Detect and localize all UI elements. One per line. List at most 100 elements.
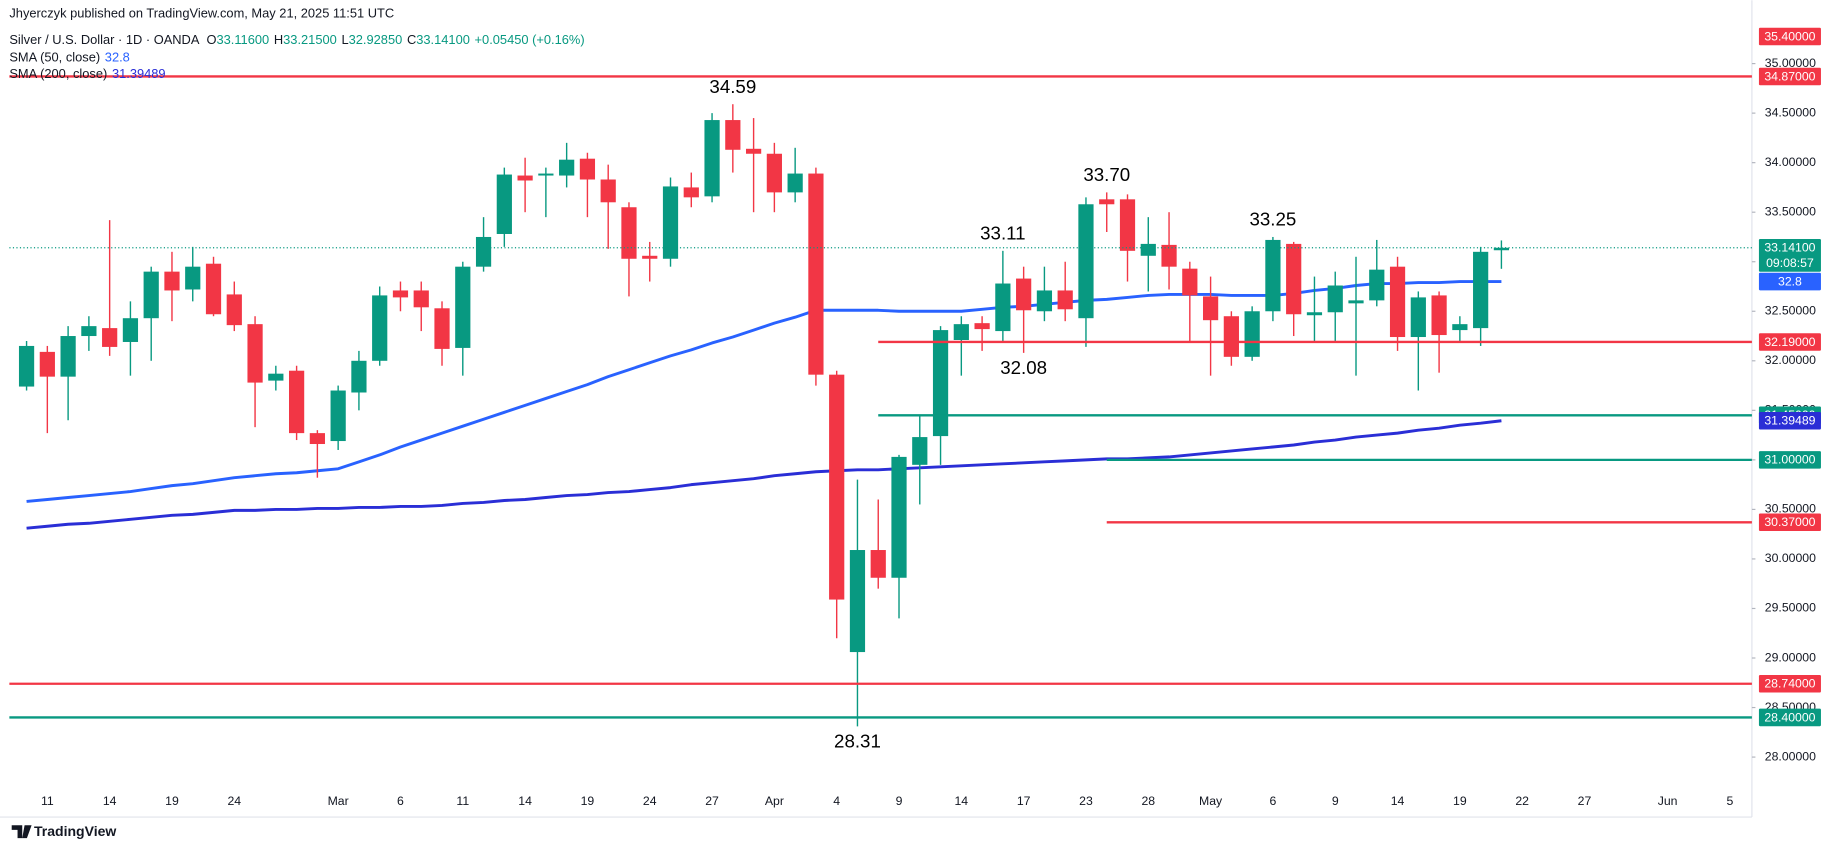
candle-body [392, 290, 409, 298]
level-tag: 30.37000 [1764, 515, 1815, 529]
overlay: Jhyerczyk published on TradingView.com, … [9, 6, 1821, 839]
candle-body [372, 295, 388, 361]
indicator-legend: SMA (50, close) 32.8 [9, 50, 129, 65]
candle-body [995, 283, 1011, 332]
indicator-legend: SMA (200, close) 31.39489 [9, 66, 165, 81]
sma-line [26, 280, 1502, 503]
candle-body [829, 374, 845, 600]
candle-body [496, 174, 512, 234]
level-tag: 35.40000 [1764, 29, 1815, 43]
x-tick-label: 24 [227, 794, 241, 808]
candle-body [1493, 247, 1510, 251]
indicator-name: SMA (50, close) [9, 50, 100, 65]
y-tick-label: 29.50000 [1765, 601, 1816, 615]
x-tick-label: 14 [1391, 794, 1405, 808]
candle-body [725, 120, 741, 150]
level-tag-bg [1758, 27, 1821, 46]
change: +0.05450 (+0.16%) [475, 33, 585, 48]
x-tick-label: Mar [328, 794, 349, 808]
level-tag-bg [1758, 674, 1821, 693]
countdown: 09:08:57 [1766, 256, 1814, 270]
ohlc-key: O [206, 33, 216, 48]
x-tick-label: Apr [765, 794, 784, 808]
candle-body [1306, 312, 1323, 316]
tradingview-logo: TradingView [11, 823, 116, 839]
level-tag-bg [1758, 708, 1821, 727]
x-tick-label: 9 [896, 794, 903, 808]
candle-body [538, 173, 554, 176]
candle-body [579, 158, 596, 180]
candle-body [1327, 285, 1343, 313]
candle-body [455, 266, 471, 348]
candle-body [1369, 269, 1385, 301]
candle-body [745, 148, 762, 154]
indicator-value: 32.8 [105, 50, 130, 65]
candle-body [1286, 243, 1302, 315]
candle-body [1182, 268, 1198, 296]
candle-body [18, 345, 35, 387]
candle-body [205, 263, 222, 315]
y-tick-label: 33.50000 [1765, 204, 1816, 218]
candle-body [102, 328, 118, 347]
x-tick-label: 9 [1332, 794, 1339, 808]
candle-body [351, 360, 367, 393]
price-annotation: 33.70 [1083, 164, 1130, 185]
candle-body [122, 318, 139, 342]
x-tick-label: 14 [954, 794, 968, 808]
price-annotation: 33.11 [980, 222, 1025, 243]
y-tick-label: 34.50000 [1765, 105, 1816, 119]
candle-body [600, 179, 616, 203]
x-tick-label: 11 [456, 794, 469, 808]
candle-body [39, 351, 55, 377]
candle-body [849, 550, 866, 653]
candle-body [247, 324, 263, 383]
indicator-name: SMA (200, close) [9, 66, 107, 81]
level-tag: 28.40000 [1764, 710, 1815, 724]
candle-body [953, 324, 969, 340]
x-tick-label: 19 [581, 794, 595, 808]
x-tick-label: 23 [1079, 794, 1093, 808]
ohlc-key: L [341, 33, 348, 48]
x-tick-label: 28 [1141, 794, 1155, 808]
last-price-tag-bg [1758, 238, 1821, 272]
x-tick-label: 27 [705, 794, 719, 808]
candle-body [1140, 243, 1156, 256]
x-tick-label: 17 [1017, 794, 1031, 808]
x-tick-label: Jun [1658, 794, 1678, 808]
y-tick-label: 32.00000 [1765, 353, 1816, 367]
y-tick-label: 32.50000 [1765, 304, 1816, 318]
published-note: Jhyerczyk published on TradingView.com, … [9, 6, 394, 21]
candle-body [932, 330, 949, 437]
candle-body [1016, 278, 1032, 311]
level-tag: 32.19000 [1764, 335, 1815, 349]
candle-body [1223, 316, 1239, 357]
ohlc-key: C [407, 33, 416, 48]
level-tag: 34.87000 [1764, 69, 1815, 83]
sma-line [26, 419, 1502, 530]
candle-body [787, 173, 803, 193]
y-tick-label: 29.00000 [1765, 650, 1816, 664]
x-tick-label: 11 [41, 794, 54, 808]
candle-body [662, 186, 679, 259]
candle-body [309, 433, 325, 445]
y-tick-label: 35.00000 [1765, 56, 1816, 70]
candle-body [621, 207, 637, 259]
ohlc-value: 32.92850 [349, 33, 403, 48]
price-annotation: 32.08 [1000, 357, 1047, 378]
symbol-title: Silver / U.S. Dollar · 1D · OANDA [9, 33, 199, 48]
candle-body [60, 336, 76, 377]
candle-body [143, 271, 159, 319]
candle-body [1202, 296, 1219, 321]
brand: TradingView [34, 823, 116, 839]
sma-tag-bg [1758, 411, 1821, 430]
candle-body [268, 373, 284, 381]
candle-body [974, 323, 990, 330]
ohlc-key: H [274, 33, 283, 48]
ohlc-value: 33.11600 [216, 33, 269, 48]
x-tick-label: 6 [1270, 794, 1277, 808]
x-tick-label: 6 [397, 794, 404, 808]
x-tick-label: 22 [1515, 794, 1529, 808]
ohlc-value: 33.21500 [283, 33, 337, 48]
x-tick-label: 5 [1726, 794, 1733, 808]
